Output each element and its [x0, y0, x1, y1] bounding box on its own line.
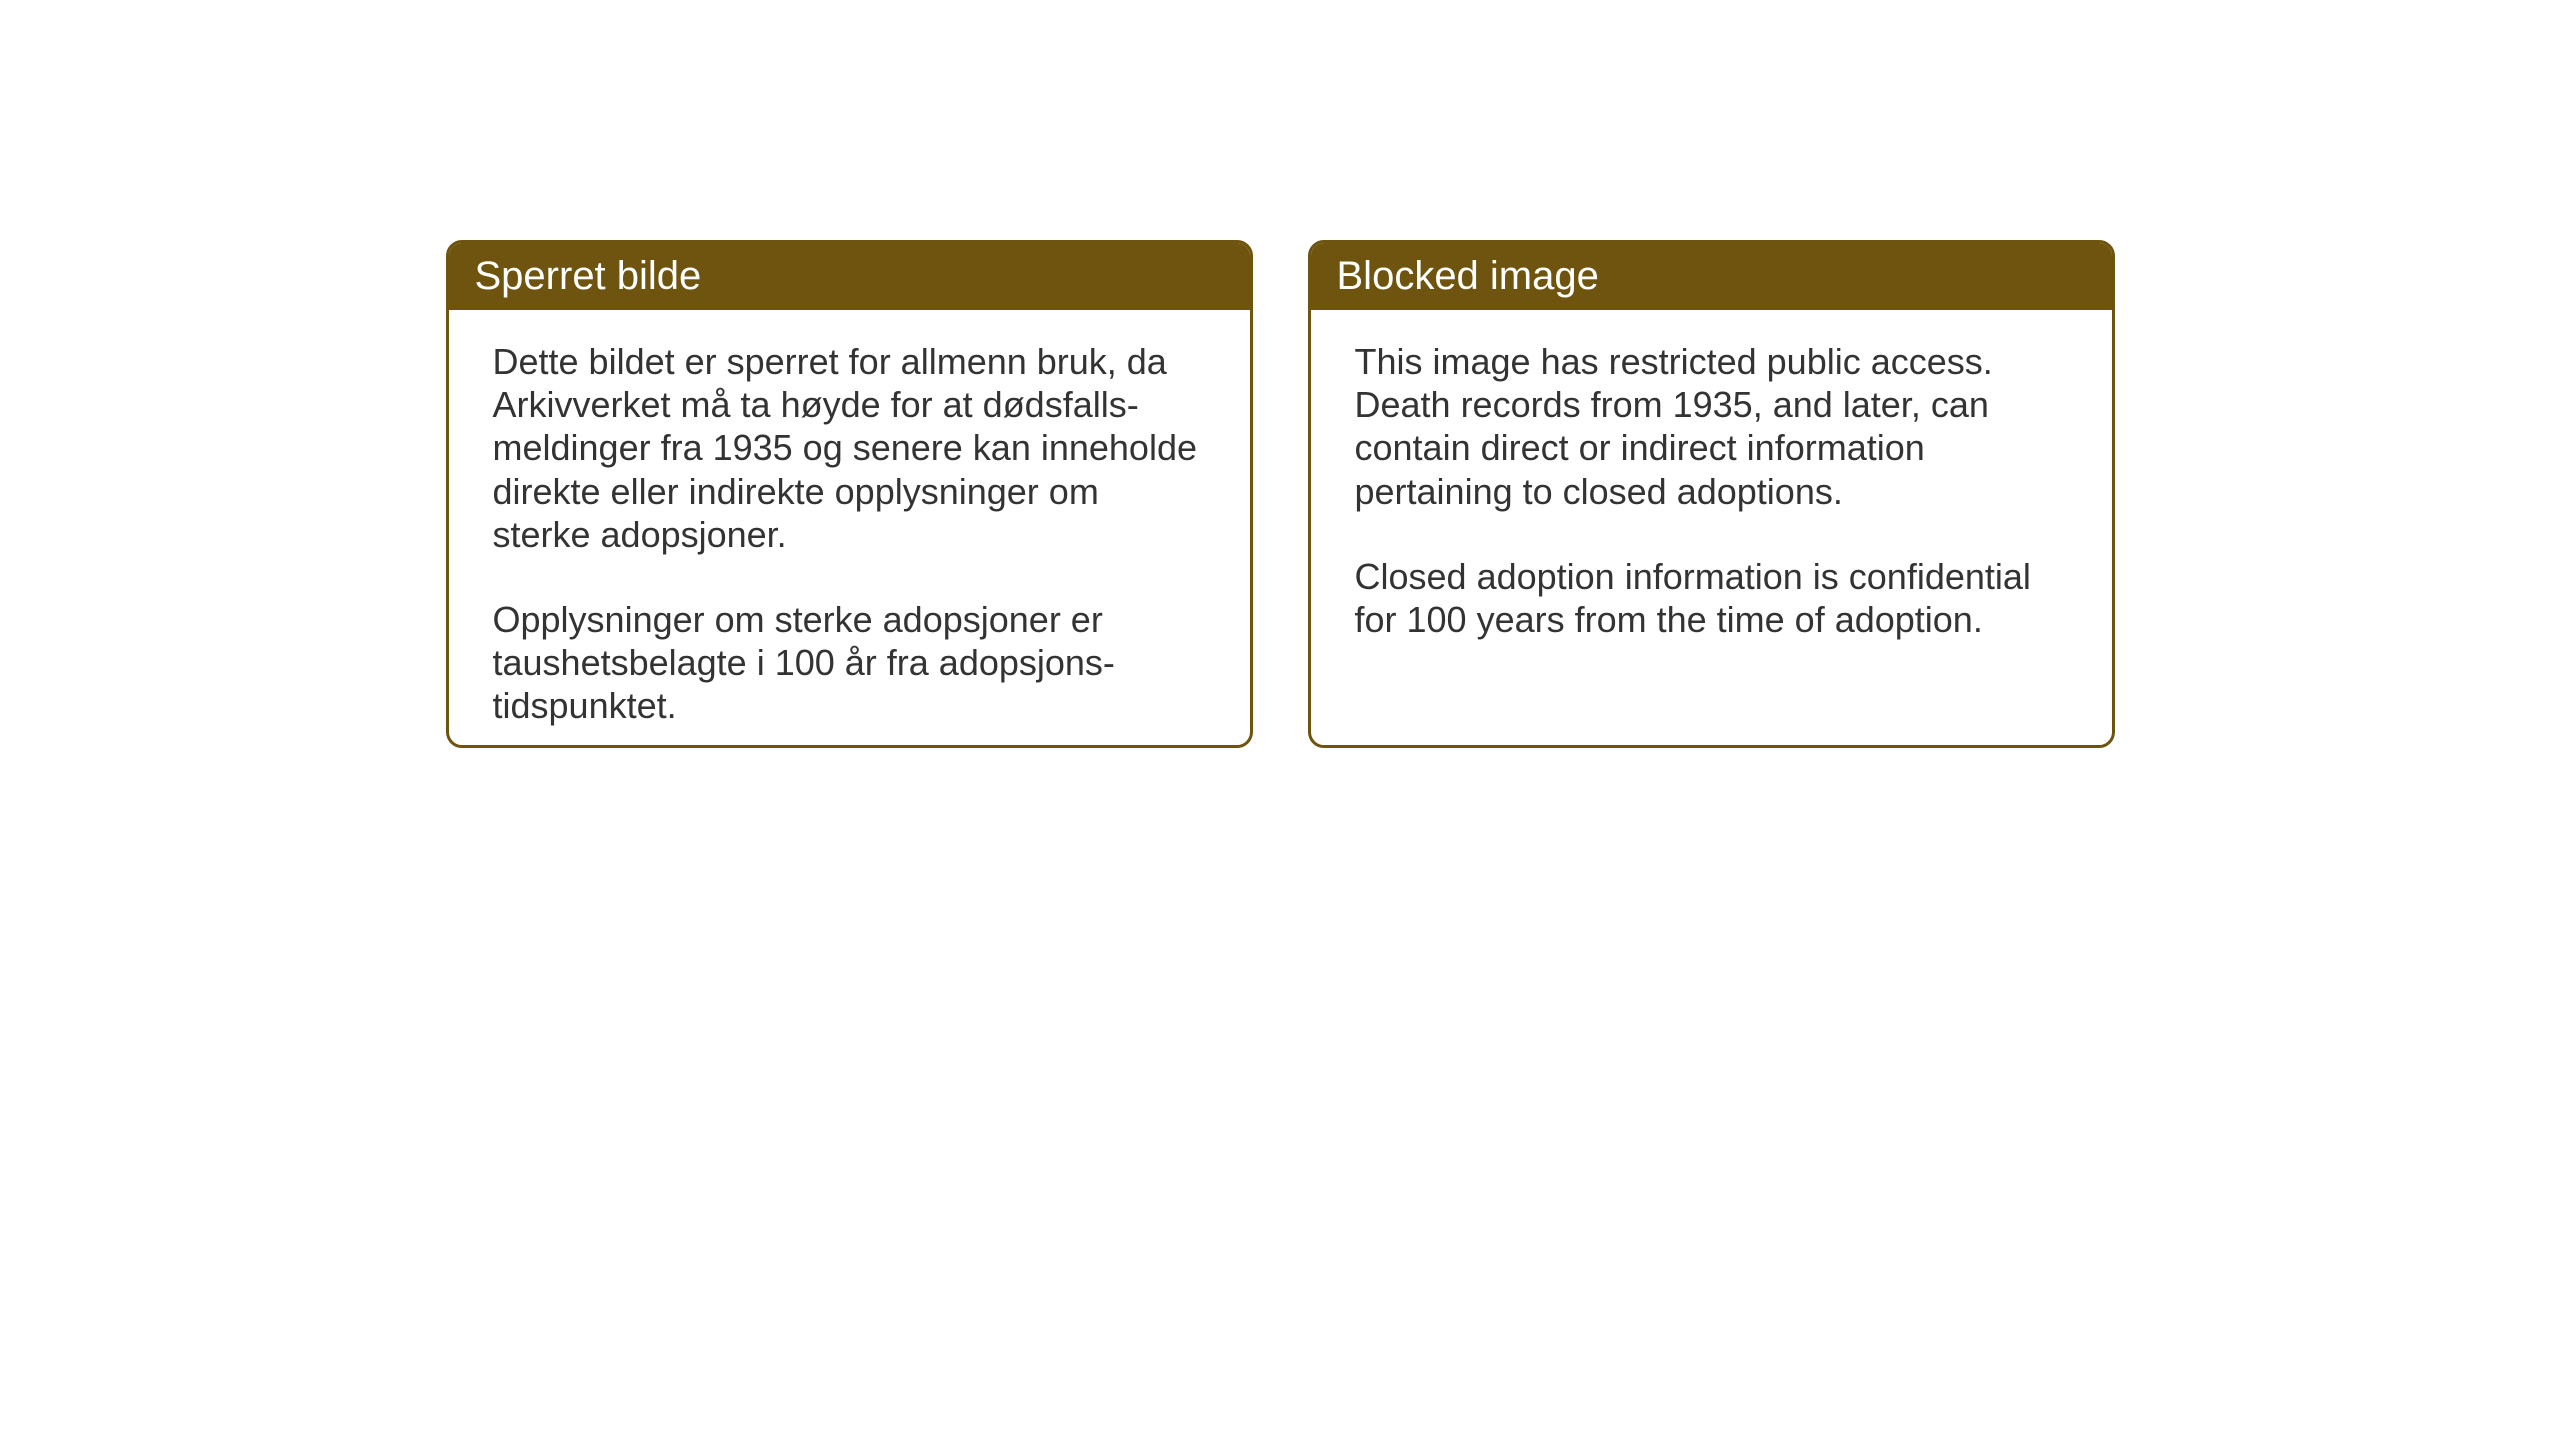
card-body-norwegian: Dette bildet er sperret for allmenn bruk… [449, 310, 1250, 748]
card-title-norwegian: Sperret bilde [475, 254, 702, 298]
card-header-english: Blocked image [1311, 243, 2112, 310]
card-norwegian: Sperret bilde Dette bildet er sperret fo… [446, 240, 1253, 748]
card-body-english: This image has restricted public access.… [1311, 310, 2112, 745]
card-title-english: Blocked image [1337, 254, 1599, 298]
card-english: Blocked image This image has restricted … [1308, 240, 2115, 748]
card-paragraph-2-norwegian: Opplysninger om sterke adopsjoner er tau… [493, 598, 1206, 728]
card-paragraph-2-english: Closed adoption information is confident… [1355, 555, 2068, 641]
cards-container: Sperret bilde Dette bildet er sperret fo… [446, 240, 2115, 748]
card-paragraph-1-english: This image has restricted public access.… [1355, 340, 2068, 513]
card-paragraph-1-norwegian: Dette bildet er sperret for allmenn bruk… [493, 340, 1206, 556]
card-header-norwegian: Sperret bilde [449, 243, 1250, 310]
